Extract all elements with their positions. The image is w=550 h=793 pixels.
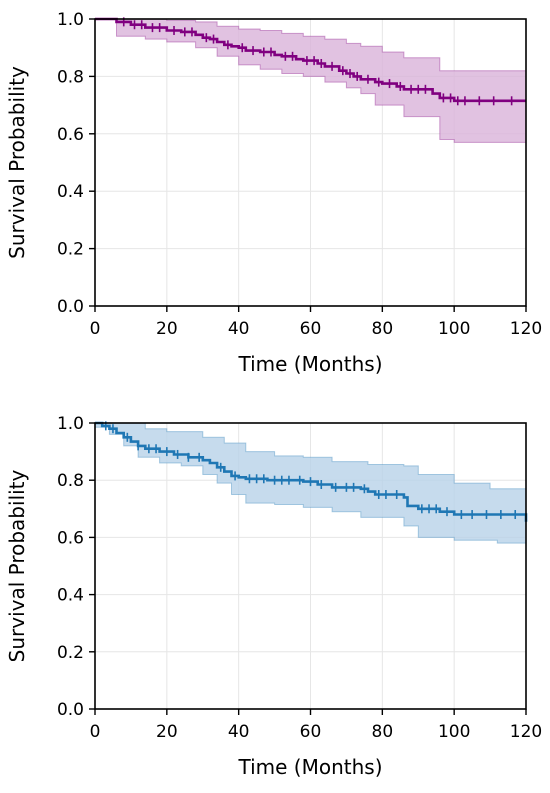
y-tick-label: 0.0 xyxy=(57,700,84,720)
x-axis-label: Time (Months) xyxy=(237,755,382,779)
x-tick-label: 60 xyxy=(300,319,322,339)
x-tick-label: 0 xyxy=(90,319,101,339)
km-panel-2: 0 20 40 60 80 100 120 0.0 0.2 0.4 0.6 0.8 1.0 Time (M… xyxy=(5,414,542,779)
x-tick-label: 0 xyxy=(90,722,101,742)
x-axis-label: Time (Months) xyxy=(237,352,382,376)
x-tick-label: 20 xyxy=(156,722,178,742)
x-tick-label: 120 xyxy=(510,722,542,742)
y-tick-label: 0.2 xyxy=(57,240,84,260)
y-tick-label: 0.6 xyxy=(57,125,84,145)
y-tick-label: 1.0 xyxy=(57,414,84,434)
x-tick-label: 40 xyxy=(228,319,250,339)
x-tick-label: 100 xyxy=(438,722,470,742)
y-axis-label: Survival Probability xyxy=(5,66,29,259)
y-tick-label: 0.2 xyxy=(57,643,84,663)
x-tick-label: 80 xyxy=(372,319,394,339)
y-tick-label: 0.4 xyxy=(57,586,84,606)
confidence-band xyxy=(95,18,527,143)
x-tick-label: 20 xyxy=(156,319,178,339)
x-tick-label: 80 xyxy=(372,722,394,742)
y-tick-label: 1.0 xyxy=(57,10,84,30)
y-tick-label: 0.4 xyxy=(57,182,84,202)
x-tick-label: 120 xyxy=(510,319,542,339)
confidence-band xyxy=(94,422,527,555)
y-tick-label: 0.8 xyxy=(57,67,84,87)
y-tick-label: 0.6 xyxy=(57,528,84,548)
y-tick-label: 0.8 xyxy=(57,471,84,491)
x-tick-label: 40 xyxy=(228,722,250,742)
km-panel-1: 0 20 40 60 80 100 120 0.0 0.2 0.4 0.6 0.8 1.0 Time (M… xyxy=(5,10,542,376)
x-tick-label: 60 xyxy=(300,722,322,742)
y-tick-label: 0.0 xyxy=(57,297,84,317)
x-tick-label: 100 xyxy=(438,319,470,339)
y-axis-label: Survival Probability xyxy=(5,469,29,662)
